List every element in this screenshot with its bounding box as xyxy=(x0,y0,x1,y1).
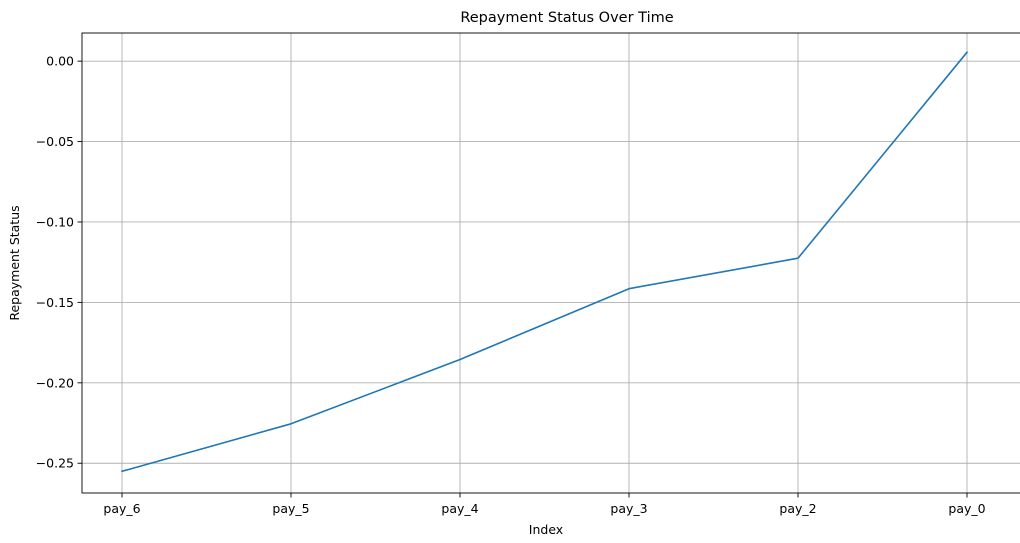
x-tick-label: pay_5 xyxy=(272,501,309,516)
y-tick-label: −0.25 xyxy=(36,456,74,471)
x-tick-label: pay_0 xyxy=(948,501,985,516)
x-axis-label: Index xyxy=(529,522,563,537)
y-axis-label: Repayment Status xyxy=(7,205,22,320)
y-tick-label: −0.15 xyxy=(36,295,74,310)
ticks: pay_6 pay_5 pay_4 pay_3 pay_2 pay_0 0.00 −0.05 −… xyxy=(36,54,986,516)
x-tick-label: pay_3 xyxy=(610,501,647,516)
chart-title: Repayment Status Over Time xyxy=(460,10,673,26)
x-tick-label: pay_6 xyxy=(103,501,140,516)
y-tick-label: −0.10 xyxy=(36,214,74,229)
y-tick-label: 0.00 xyxy=(46,54,74,69)
series-line xyxy=(121,51,969,473)
series-layer xyxy=(121,51,969,473)
grid xyxy=(82,33,1020,493)
x-tick-label: pay_4 xyxy=(441,501,478,516)
y-tick-label: −0.20 xyxy=(36,375,74,390)
plot-frame xyxy=(81,32,1020,494)
x-tick-label: pay_2 xyxy=(779,501,816,516)
y-tick-label: −0.05 xyxy=(36,134,74,149)
